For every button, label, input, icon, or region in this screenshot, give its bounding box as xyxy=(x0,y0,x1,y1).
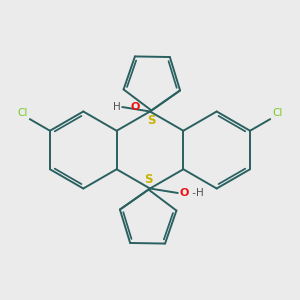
Text: O: O xyxy=(179,188,188,198)
Text: -: - xyxy=(122,102,129,112)
Text: O: O xyxy=(130,102,140,112)
Text: Cl: Cl xyxy=(17,108,28,118)
Text: Cl: Cl xyxy=(272,108,283,118)
Text: S: S xyxy=(147,114,155,127)
Text: H: H xyxy=(113,102,120,112)
Text: S: S xyxy=(145,173,153,186)
Text: -H: -H xyxy=(189,188,204,198)
